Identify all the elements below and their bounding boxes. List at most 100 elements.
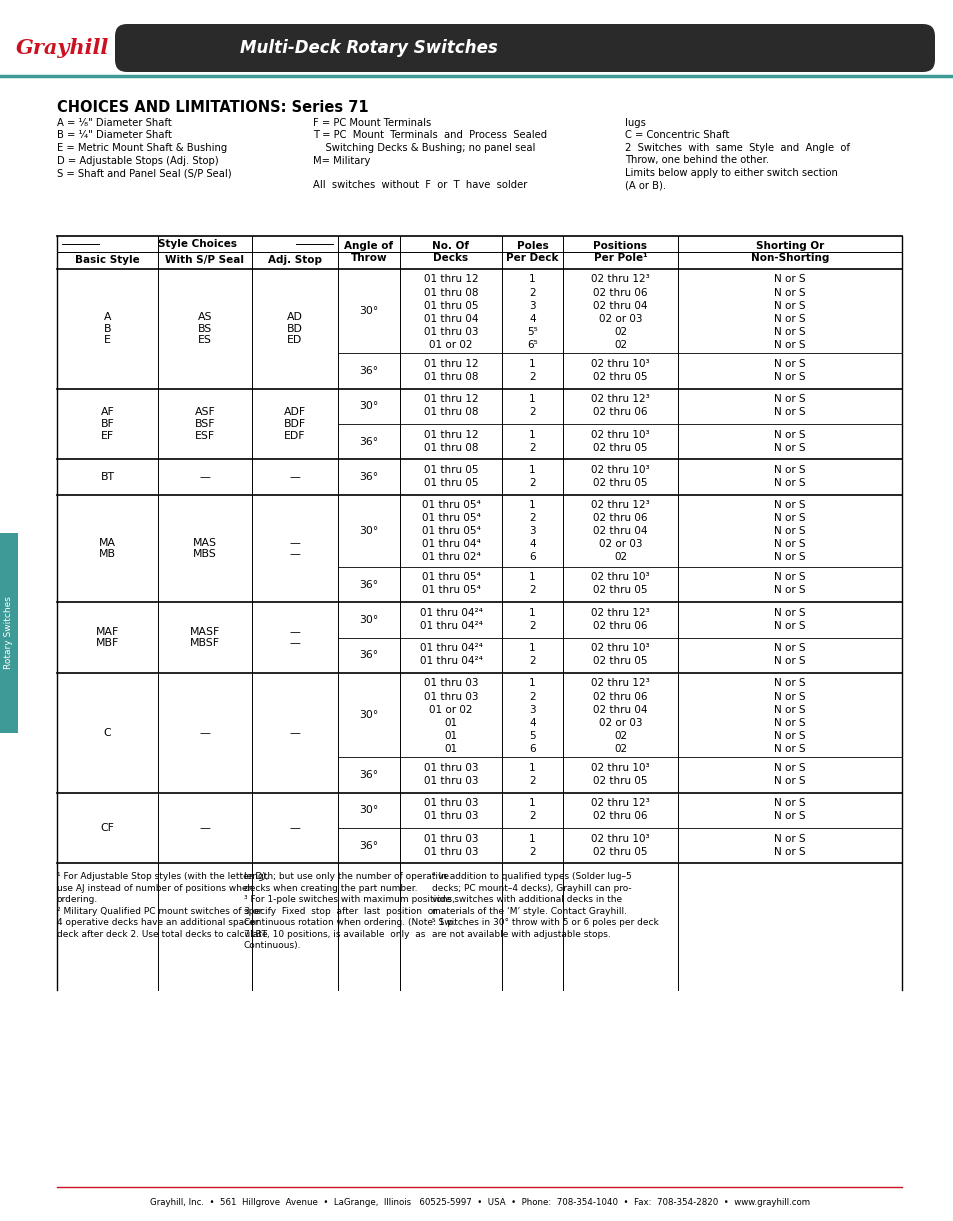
Text: 02 thru 10³
02 thru 05: 02 thru 10³ 02 thru 05: [591, 430, 649, 453]
Text: 1
2: 1 2: [529, 608, 536, 631]
Text: N or S
N or S: N or S N or S: [774, 834, 805, 857]
Text: 1
2: 1 2: [529, 834, 536, 857]
Text: AF
BF
EF: AF BF EF: [100, 408, 114, 441]
Text: —: —: [290, 823, 300, 833]
Text: 30°: 30°: [359, 806, 378, 816]
Text: S = Shaft and Panel Seal (S/P Seal): S = Shaft and Panel Seal (S/P Seal): [57, 168, 232, 178]
Text: MASF
MBSF: MASF MBSF: [190, 626, 220, 648]
Text: —: —: [290, 473, 300, 482]
Text: 1
2
3
4
5
6: 1 2 3 4 5 6: [529, 679, 536, 753]
FancyBboxPatch shape: [115, 24, 934, 72]
Text: 2  Switches  with  same  Style  and  Angle  of: 2 Switches with same Style and Angle of: [624, 143, 849, 153]
Text: CF: CF: [100, 823, 114, 833]
Text: 01 thru 05
01 thru 05: 01 thru 05 01 thru 05: [423, 465, 477, 488]
Text: 02 thru 12³
02 thru 06
02 thru 04
02 or 03
02: 02 thru 12³ 02 thru 06 02 thru 04 02 or …: [591, 501, 649, 563]
Text: Shorting Or
Non-Shorting: Shorting Or Non-Shorting: [750, 242, 828, 263]
Text: 02 thru 10³
02 thru 05: 02 thru 10³ 02 thru 05: [591, 763, 649, 786]
Text: 01 thru 12
01 thru 08: 01 thru 12 01 thru 08: [423, 359, 477, 382]
Text: 01 thru 05⁴
01 thru 05⁴
01 thru 05⁴
01 thru 04⁴
01 thru 02⁴: 01 thru 05⁴ 01 thru 05⁴ 01 thru 05⁴ 01 t…: [421, 501, 480, 563]
Text: 36°: 36°: [359, 437, 378, 447]
Text: —: —: [199, 728, 211, 737]
Text: N or S
N or S: N or S N or S: [774, 643, 805, 667]
Text: Positions
Per Pole¹: Positions Per Pole¹: [593, 242, 647, 263]
Text: 02 thru 10³
02 thru 05: 02 thru 10³ 02 thru 05: [591, 359, 649, 382]
Bar: [0, 534, 18, 733]
Text: 02 thru 12³
02 thru 06: 02 thru 12³ 02 thru 06: [591, 394, 649, 418]
Text: 36°: 36°: [359, 580, 378, 590]
Text: Grayhill, Inc.  •  561  Hillgrove  Avenue  •  LaGrange,  Illinois   60525-5997  : Grayhill, Inc. • 561 Hillgrove Avenue • …: [150, 1198, 809, 1208]
Text: All  switches  without  F  or  T  have  solder: All switches without F or T have solder: [313, 181, 527, 190]
Text: 1
2: 1 2: [529, 359, 536, 382]
Text: 01 thru 03
01 thru 03: 01 thru 03 01 thru 03: [423, 799, 477, 822]
Text: N or S
N or S: N or S N or S: [774, 763, 805, 786]
Text: 02 thru 10³
02 thru 05: 02 thru 10³ 02 thru 05: [591, 834, 649, 857]
Text: Basic Style: Basic Style: [75, 255, 140, 265]
Text: Throw, one behind the other.: Throw, one behind the other.: [624, 155, 768, 166]
Text: 1
2: 1 2: [529, 763, 536, 786]
Text: 01 thru 05⁴
01 thru 05⁴: 01 thru 05⁴ 01 thru 05⁴: [421, 573, 480, 596]
Text: N or S
N or S: N or S N or S: [774, 799, 805, 822]
Text: MAS
MBS: MAS MBS: [193, 537, 216, 559]
Text: E = Metric Mount Shaft & Bushing: E = Metric Mount Shaft & Bushing: [57, 143, 227, 153]
Text: ADF
BDF
EDF: ADF BDF EDF: [284, 408, 306, 441]
Text: (A or B).: (A or B).: [624, 181, 665, 190]
Text: No. Of
Decks: No. Of Decks: [432, 242, 469, 263]
Text: Rotary Switches: Rotary Switches: [5, 597, 13, 669]
Text: Grayhill: Grayhill: [15, 38, 109, 59]
Text: N or S
N or S: N or S N or S: [774, 359, 805, 382]
Text: 02 thru 12³
02 thru 06
02 thru 04
02 or 03
02
02: 02 thru 12³ 02 thru 06 02 thru 04 02 or …: [591, 275, 649, 349]
Text: 02 thru 12³
02 thru 06: 02 thru 12³ 02 thru 06: [591, 608, 649, 631]
Text: ¹ For Adjustable Stop styles (with the letter D),
use AJ instead of number of po: ¹ For Adjustable Stop styles (with the l…: [57, 872, 268, 939]
Text: 1
2: 1 2: [529, 799, 536, 822]
Text: With S/P Seal: With S/P Seal: [165, 255, 244, 265]
Text: D = Adjustable Stops (Adj. Stop): D = Adjustable Stops (Adj. Stop): [57, 155, 218, 166]
Text: 1
2
3
4
5⁵
6⁵: 1 2 3 4 5⁵ 6⁵: [527, 275, 537, 349]
Text: 1
2: 1 2: [529, 465, 536, 488]
Text: 1
2: 1 2: [529, 394, 536, 418]
Text: 02 thru 10³
02 thru 05: 02 thru 10³ 02 thru 05: [591, 573, 649, 596]
Text: 36°: 36°: [359, 473, 378, 482]
Text: 01 thru 03
01 thru 03
01 or 02
01
01
01: 01 thru 03 01 thru 03 01 or 02 01 01 01: [423, 679, 477, 753]
Text: 30°: 30°: [359, 615, 378, 625]
Text: Switching Decks & Bushing; no panel seal: Switching Decks & Bushing; no panel seal: [313, 143, 535, 153]
Text: ASF
BSF
ESF: ASF BSF ESF: [194, 408, 215, 441]
Text: Angle of
Throw: Angle of Throw: [344, 242, 394, 263]
Text: 02 thru 10³
02 thru 05: 02 thru 10³ 02 thru 05: [591, 465, 649, 488]
Text: AD
BD
ED: AD BD ED: [287, 313, 303, 346]
Text: 02 thru 12³
02 thru 06: 02 thru 12³ 02 thru 06: [591, 799, 649, 822]
Text: 01 thru 03
01 thru 03: 01 thru 03 01 thru 03: [423, 834, 477, 857]
Text: Style Choices: Style Choices: [158, 239, 236, 249]
Text: N or S
N or S
N or S
N or S
N or S: N or S N or S N or S N or S N or S: [774, 501, 805, 563]
Text: 30°: 30°: [359, 711, 378, 720]
Text: 01 thru 12
01 thru 08
01 thru 05
01 thru 04
01 thru 03
01 or 02: 01 thru 12 01 thru 08 01 thru 05 01 thru…: [423, 275, 477, 349]
Text: 01 thru 04²⁴
01 thru 04²⁴: 01 thru 04²⁴ 01 thru 04²⁴: [419, 643, 482, 667]
Text: 1
2: 1 2: [529, 430, 536, 453]
Text: T = PC  Mount  Terminals  and  Process  Sealed: T = PC Mount Terminals and Process Seale…: [313, 131, 547, 140]
Text: —
—: — —: [290, 537, 300, 559]
Text: 30°: 30°: [359, 402, 378, 411]
Text: 02 thru 12³
02 thru 06
02 thru 04
02 or 03
02
02: 02 thru 12³ 02 thru 06 02 thru 04 02 or …: [591, 679, 649, 753]
Text: 36°: 36°: [359, 366, 378, 376]
Text: 01 thru 04²⁴
01 thru 04²⁴: 01 thru 04²⁴ 01 thru 04²⁴: [419, 608, 482, 631]
Text: —: —: [290, 728, 300, 737]
Text: —: —: [199, 473, 211, 482]
Text: N or S
N or S: N or S N or S: [774, 608, 805, 631]
Text: N or S
N or S: N or S N or S: [774, 573, 805, 596]
Text: 01 thru 03
01 thru 03: 01 thru 03 01 thru 03: [423, 763, 477, 786]
Text: BT: BT: [100, 473, 114, 482]
Text: N or S
N or S
N or S
N or S
N or S
N or S: N or S N or S N or S N or S N or S N or …: [774, 679, 805, 753]
Text: Limits below apply to either switch section: Limits below apply to either switch sect…: [624, 168, 837, 178]
Text: MA
MB: MA MB: [99, 537, 116, 559]
Text: Adj. Stop: Adj. Stop: [268, 255, 322, 265]
Text: 36°: 36°: [359, 841, 378, 851]
Text: 02 thru 10³
02 thru 05: 02 thru 10³ 02 thru 05: [591, 643, 649, 667]
Text: MAF
MBF: MAF MBF: [95, 626, 119, 648]
Text: 1
2: 1 2: [529, 573, 536, 596]
Text: N or S
N or S: N or S N or S: [774, 394, 805, 418]
Text: lugs: lugs: [624, 118, 645, 128]
Text: B = ¹⁄₄" Diameter Shaft: B = ¹⁄₄" Diameter Shaft: [57, 131, 172, 140]
Text: 1
2
3
4
6: 1 2 3 4 6: [529, 501, 536, 563]
Text: CHOICES AND LIMITATIONS: Series 71: CHOICES AND LIMITATIONS: Series 71: [57, 100, 368, 115]
Text: C = Concentric Shaft: C = Concentric Shaft: [624, 131, 729, 140]
Text: N or S
N or S: N or S N or S: [774, 465, 805, 488]
